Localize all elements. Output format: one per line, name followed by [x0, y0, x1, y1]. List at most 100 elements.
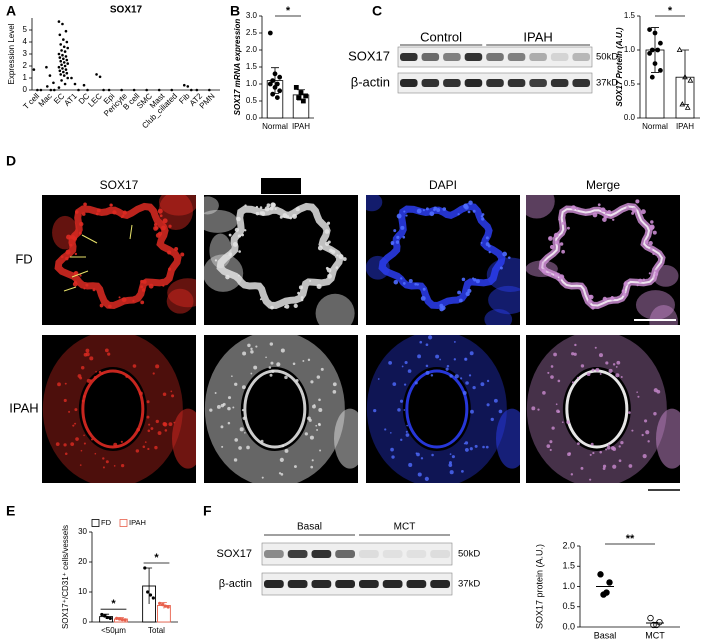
y-tick-label: 0.0 — [246, 113, 258, 122]
panel-letter: F — [203, 503, 212, 519]
cell — [332, 382, 337, 387]
data-point — [272, 71, 278, 77]
cell — [276, 362, 281, 367]
cell — [425, 370, 430, 375]
cell — [140, 285, 144, 289]
data-point — [655, 47, 661, 53]
cell — [636, 391, 638, 393]
cell — [622, 292, 627, 297]
data-point — [653, 621, 660, 629]
cell — [654, 272, 659, 276]
cell — [631, 429, 634, 432]
legend-swatch — [119, 519, 128, 527]
y-tick-label: 10 — [78, 587, 87, 596]
cell — [300, 298, 304, 302]
cell — [429, 211, 435, 217]
data-point — [151, 596, 155, 600]
tissue — [167, 278, 196, 308]
significance-label: * — [286, 5, 291, 17]
tissue — [484, 308, 513, 325]
data-point — [59, 73, 63, 76]
cell — [325, 266, 329, 270]
cell — [573, 352, 577, 356]
vessel-label: V — [439, 245, 448, 260]
cell — [431, 453, 434, 457]
cell — [68, 410, 71, 413]
cell — [90, 438, 93, 441]
tissue — [204, 196, 219, 215]
data-point — [649, 47, 655, 53]
cell — [640, 209, 646, 215]
cell — [227, 396, 232, 400]
vessel-wall — [378, 202, 506, 310]
cell — [415, 452, 418, 455]
cell — [631, 211, 635, 215]
cell — [316, 283, 322, 290]
x-tick-label: Total — [148, 626, 165, 635]
cell — [457, 290, 462, 295]
header-background — [261, 178, 301, 194]
x-tick-label: Normal — [262, 122, 288, 131]
cell — [79, 274, 82, 277]
cell — [311, 459, 314, 462]
cell — [446, 364, 450, 368]
y-tick-label: 3 — [23, 49, 28, 58]
data-point — [600, 591, 607, 598]
cell — [121, 297, 127, 303]
y-axis-label: SOX17 protein (A.U.) — [534, 544, 544, 629]
cell — [480, 241, 483, 244]
cell — [481, 213, 485, 216]
cell — [170, 390, 173, 393]
cell — [464, 358, 467, 360]
data-point — [59, 59, 63, 63]
cell — [469, 447, 473, 451]
data-point — [64, 55, 68, 58]
blot-band — [400, 79, 418, 87]
cell — [155, 364, 160, 369]
cell — [420, 295, 426, 301]
tissue — [488, 285, 520, 315]
cell — [162, 284, 165, 287]
cell — [422, 287, 426, 291]
y-axis-label: Expression Level — [7, 23, 16, 84]
cell — [292, 213, 297, 219]
cell — [453, 358, 456, 361]
tissue — [334, 408, 358, 469]
data-point — [70, 76, 73, 80]
cell — [612, 363, 616, 366]
data-point — [270, 78, 276, 83]
cell — [463, 203, 468, 208]
x-tick-label: Mac — [37, 92, 54, 109]
cell — [422, 209, 425, 212]
cell — [463, 442, 466, 445]
y-tick-label: 0.0 — [624, 113, 636, 122]
cell — [65, 256, 69, 261]
cell — [393, 229, 397, 233]
blot-band — [382, 580, 403, 588]
cell — [620, 375, 623, 379]
blot-size-label: 50kD — [458, 549, 480, 560]
cell — [480, 215, 484, 218]
cell — [234, 227, 239, 233]
cell — [600, 207, 606, 213]
blot-band — [464, 79, 483, 87]
cell — [566, 226, 570, 230]
cell — [605, 448, 608, 451]
blot-band — [486, 53, 504, 61]
cell — [631, 207, 637, 213]
cell — [591, 368, 595, 372]
cell — [270, 361, 274, 365]
cell — [604, 212, 607, 215]
cell — [551, 426, 555, 430]
data-point — [208, 88, 211, 92]
cell — [120, 440, 123, 443]
vessel-wall — [366, 335, 507, 483]
cell — [405, 430, 408, 433]
cell — [255, 345, 258, 348]
significance-label: ** — [626, 533, 635, 545]
cell — [654, 269, 657, 273]
data-point — [148, 593, 153, 597]
cell — [173, 421, 176, 424]
cell — [465, 381, 469, 385]
blot-band — [572, 79, 590, 87]
